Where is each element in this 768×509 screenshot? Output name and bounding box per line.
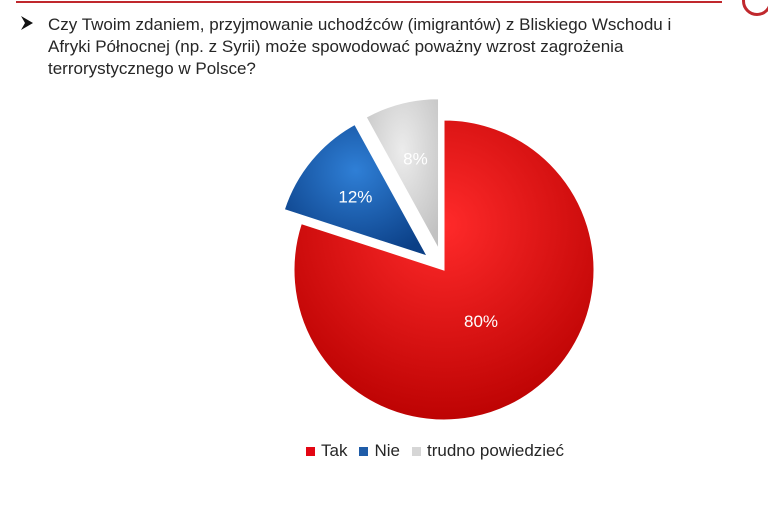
top-rule <box>16 1 722 3</box>
corner-logo-ring <box>742 0 768 16</box>
legend-item-trudno: trudno powiedzieć <box>411 441 565 461</box>
legend-label-trudno: trudno powiedzieć <box>426 441 565 460</box>
slice-label-nie: 12% <box>338 188 372 207</box>
question-text: Czy Twoim zdaniem, przyjmowanie uchodźcó… <box>48 15 672 78</box>
pie-slice-tak <box>293 119 595 421</box>
slice-label-trudno: 8% <box>403 150 428 169</box>
slice-label-tak: 80% <box>464 312 498 331</box>
legend-item-nie: Nie <box>359 441 400 461</box>
pie-slice-trudno <box>365 98 440 249</box>
legend-label-nie: Nie <box>374 441 400 460</box>
legend-item-tak: Tak <box>306 441 347 461</box>
arrow-bullet-icon <box>21 16 33 30</box>
pie-slice-nie <box>283 123 429 257</box>
chart-legend: Tak Nie trudno powiedzieć <box>306 440 576 462</box>
legend-swatch-nie <box>359 446 369 456</box>
question-block: Czy Twoim zdaniem, przyjmowanie uchodźcó… <box>20 14 720 80</box>
legend-swatch-trudno <box>411 446 421 456</box>
legend-label-tak: Tak <box>321 441 348 460</box>
legend-swatch-tak <box>306 446 315 456</box>
